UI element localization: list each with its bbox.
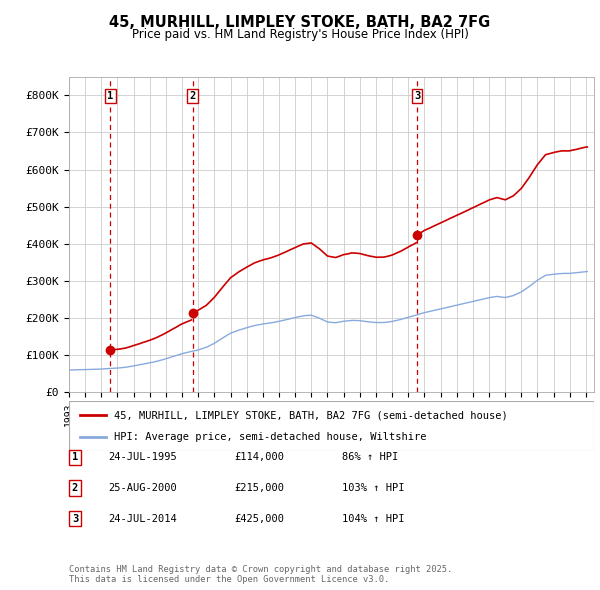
- Text: Contains HM Land Registry data © Crown copyright and database right 2025.
This d: Contains HM Land Registry data © Crown c…: [69, 565, 452, 584]
- Text: 3: 3: [72, 514, 78, 523]
- Text: HPI: Average price, semi-detached house, Wiltshire: HPI: Average price, semi-detached house,…: [113, 432, 426, 442]
- Text: 2: 2: [72, 483, 78, 493]
- Text: 1: 1: [107, 91, 113, 101]
- Text: Price paid vs. HM Land Registry's House Price Index (HPI): Price paid vs. HM Land Registry's House …: [131, 28, 469, 41]
- Text: 104% ↑ HPI: 104% ↑ HPI: [342, 514, 404, 523]
- Text: 45, MURHILL, LIMPLEY STOKE, BATH, BA2 7FG: 45, MURHILL, LIMPLEY STOKE, BATH, BA2 7F…: [109, 15, 491, 30]
- Text: 103% ↑ HPI: 103% ↑ HPI: [342, 483, 404, 493]
- Text: 45, MURHILL, LIMPLEY STOKE, BATH, BA2 7FG (semi-detached house): 45, MURHILL, LIMPLEY STOKE, BATH, BA2 7F…: [113, 410, 508, 420]
- Text: 3: 3: [414, 91, 421, 101]
- Text: 25-AUG-2000: 25-AUG-2000: [108, 483, 177, 493]
- Text: 1: 1: [72, 453, 78, 462]
- Text: £425,000: £425,000: [234, 514, 284, 523]
- Text: 24-JUL-1995: 24-JUL-1995: [108, 453, 177, 462]
- Text: 86% ↑ HPI: 86% ↑ HPI: [342, 453, 398, 462]
- Text: £215,000: £215,000: [234, 483, 284, 493]
- Text: 24-JUL-2014: 24-JUL-2014: [108, 514, 177, 523]
- Text: 2: 2: [190, 91, 196, 101]
- Text: £114,000: £114,000: [234, 453, 284, 462]
